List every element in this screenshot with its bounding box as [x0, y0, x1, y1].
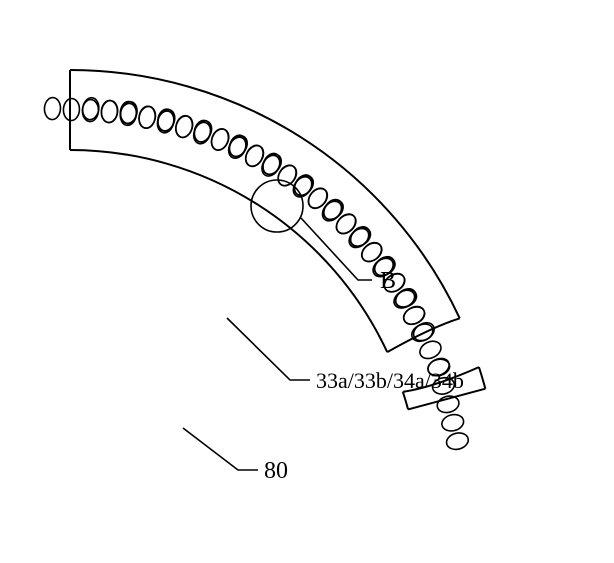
band-inner-arc-1: [70, 150, 387, 352]
oval-hole: [305, 185, 332, 212]
leader-line-eighty: [183, 428, 258, 470]
callout-b-label: B: [380, 268, 396, 295]
oval-hole: [44, 97, 61, 120]
oval-row: [191, 118, 284, 177]
oval-row: [155, 107, 249, 159]
oval-hole: [440, 412, 465, 433]
oval-hole: [274, 162, 300, 189]
callout-parts-label: 33a/33b/34a/34b: [316, 368, 464, 394]
oval-hole: [63, 98, 80, 121]
oval-hole: [445, 431, 470, 452]
oval-hole: [100, 99, 119, 123]
callout-eighty-label: 80: [264, 458, 288, 485]
oval-hole: [358, 239, 385, 265]
oval-hole: [333, 211, 360, 238]
oval-row: [118, 100, 213, 144]
oval-hole: [173, 114, 196, 140]
band-outer-arc-1: [70, 70, 460, 318]
band-inner-arc-2: [403, 392, 408, 410]
leader-line-parts: [227, 318, 310, 380]
oval-row: [226, 133, 316, 199]
band-outer-arc-2: [479, 367, 485, 389]
